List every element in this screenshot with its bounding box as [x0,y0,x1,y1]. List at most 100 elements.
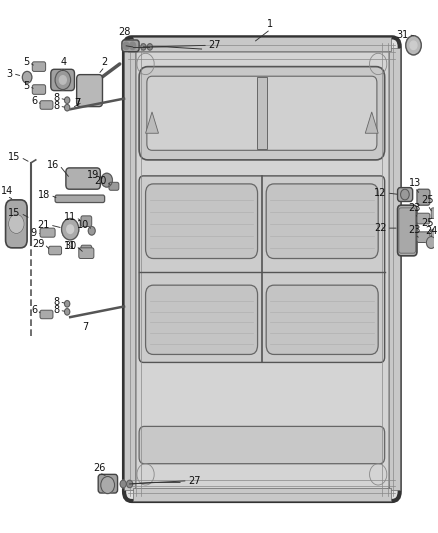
FancyBboxPatch shape [399,208,416,253]
Text: 6: 6 [31,96,37,106]
Text: 15: 15 [8,208,21,218]
Circle shape [147,44,152,50]
FancyBboxPatch shape [147,76,377,150]
Circle shape [101,173,113,187]
FancyBboxPatch shape [398,205,417,256]
Text: 5: 5 [23,82,29,91]
FancyBboxPatch shape [81,216,92,227]
Circle shape [401,189,409,200]
Circle shape [60,76,66,84]
FancyBboxPatch shape [266,285,378,354]
FancyBboxPatch shape [55,195,105,203]
Text: 8: 8 [53,297,60,306]
Text: 10: 10 [77,220,89,230]
FancyBboxPatch shape [77,75,102,107]
Text: 27: 27 [188,476,200,486]
FancyBboxPatch shape [431,229,438,240]
FancyBboxPatch shape [49,246,62,255]
Text: 14: 14 [1,186,13,196]
FancyBboxPatch shape [109,182,119,190]
FancyBboxPatch shape [79,248,94,259]
Circle shape [120,480,126,488]
FancyBboxPatch shape [431,208,438,219]
Bar [133,37,391,51]
FancyBboxPatch shape [124,37,400,501]
FancyBboxPatch shape [139,176,385,362]
Text: 7: 7 [74,99,80,108]
Text: 24: 24 [425,225,438,236]
FancyBboxPatch shape [139,67,385,160]
FancyBboxPatch shape [417,189,430,205]
Text: 20: 20 [95,176,107,186]
Text: 7: 7 [74,99,80,108]
Circle shape [88,227,95,235]
Text: 25: 25 [421,217,434,228]
Circle shape [427,237,436,248]
Text: 13: 13 [409,177,421,188]
FancyBboxPatch shape [40,101,53,109]
Text: 16: 16 [47,160,60,170]
Text: 2: 2 [102,56,108,67]
Polygon shape [145,112,159,133]
Text: 31: 31 [396,30,408,39]
Circle shape [127,480,133,488]
FancyBboxPatch shape [417,213,430,224]
Text: 3: 3 [7,69,13,78]
Text: 28: 28 [118,27,130,37]
FancyBboxPatch shape [145,285,258,354]
Text: 4: 4 [60,56,67,67]
Text: 23: 23 [409,224,421,235]
Circle shape [64,104,70,111]
Bar [257,77,267,149]
Circle shape [9,214,24,233]
FancyBboxPatch shape [122,40,139,52]
Circle shape [123,42,129,50]
Text: 21: 21 [38,220,50,230]
Circle shape [141,44,146,50]
Text: 15: 15 [8,152,21,162]
FancyBboxPatch shape [51,69,74,91]
Text: 8: 8 [53,101,60,111]
Circle shape [67,225,74,233]
Text: 30: 30 [64,241,77,251]
FancyBboxPatch shape [266,184,378,259]
Circle shape [22,71,32,83]
Text: 12: 12 [374,188,387,198]
Text: 1: 1 [268,19,274,29]
Text: 22: 22 [374,223,387,233]
Text: 18: 18 [38,190,50,200]
Text: 11: 11 [64,241,76,251]
FancyBboxPatch shape [139,426,385,464]
Text: 26: 26 [93,463,105,473]
Circle shape [62,219,79,240]
Bar [389,48,400,490]
Polygon shape [365,112,378,133]
Text: 19: 19 [87,170,99,180]
FancyBboxPatch shape [145,184,258,259]
FancyBboxPatch shape [133,48,391,490]
Circle shape [130,42,136,50]
FancyBboxPatch shape [66,168,100,189]
Text: 29: 29 [32,239,44,249]
Text: 23: 23 [409,203,421,213]
Text: 8: 8 [53,93,60,103]
Circle shape [101,477,115,494]
FancyBboxPatch shape [98,474,117,493]
Circle shape [55,70,71,90]
Circle shape [406,36,421,55]
Text: 25: 25 [421,195,434,205]
FancyBboxPatch shape [398,188,413,201]
FancyBboxPatch shape [40,310,53,319]
Text: 11: 11 [64,213,76,222]
FancyBboxPatch shape [417,232,430,243]
FancyBboxPatch shape [81,245,92,256]
FancyBboxPatch shape [32,62,46,71]
Circle shape [64,301,70,307]
Text: 9: 9 [31,229,37,238]
Circle shape [64,97,70,103]
Text: 5: 5 [23,58,29,67]
Text: 27: 27 [208,41,220,50]
Text: 8: 8 [53,305,60,315]
Circle shape [410,41,417,50]
Text: 7: 7 [82,322,88,333]
